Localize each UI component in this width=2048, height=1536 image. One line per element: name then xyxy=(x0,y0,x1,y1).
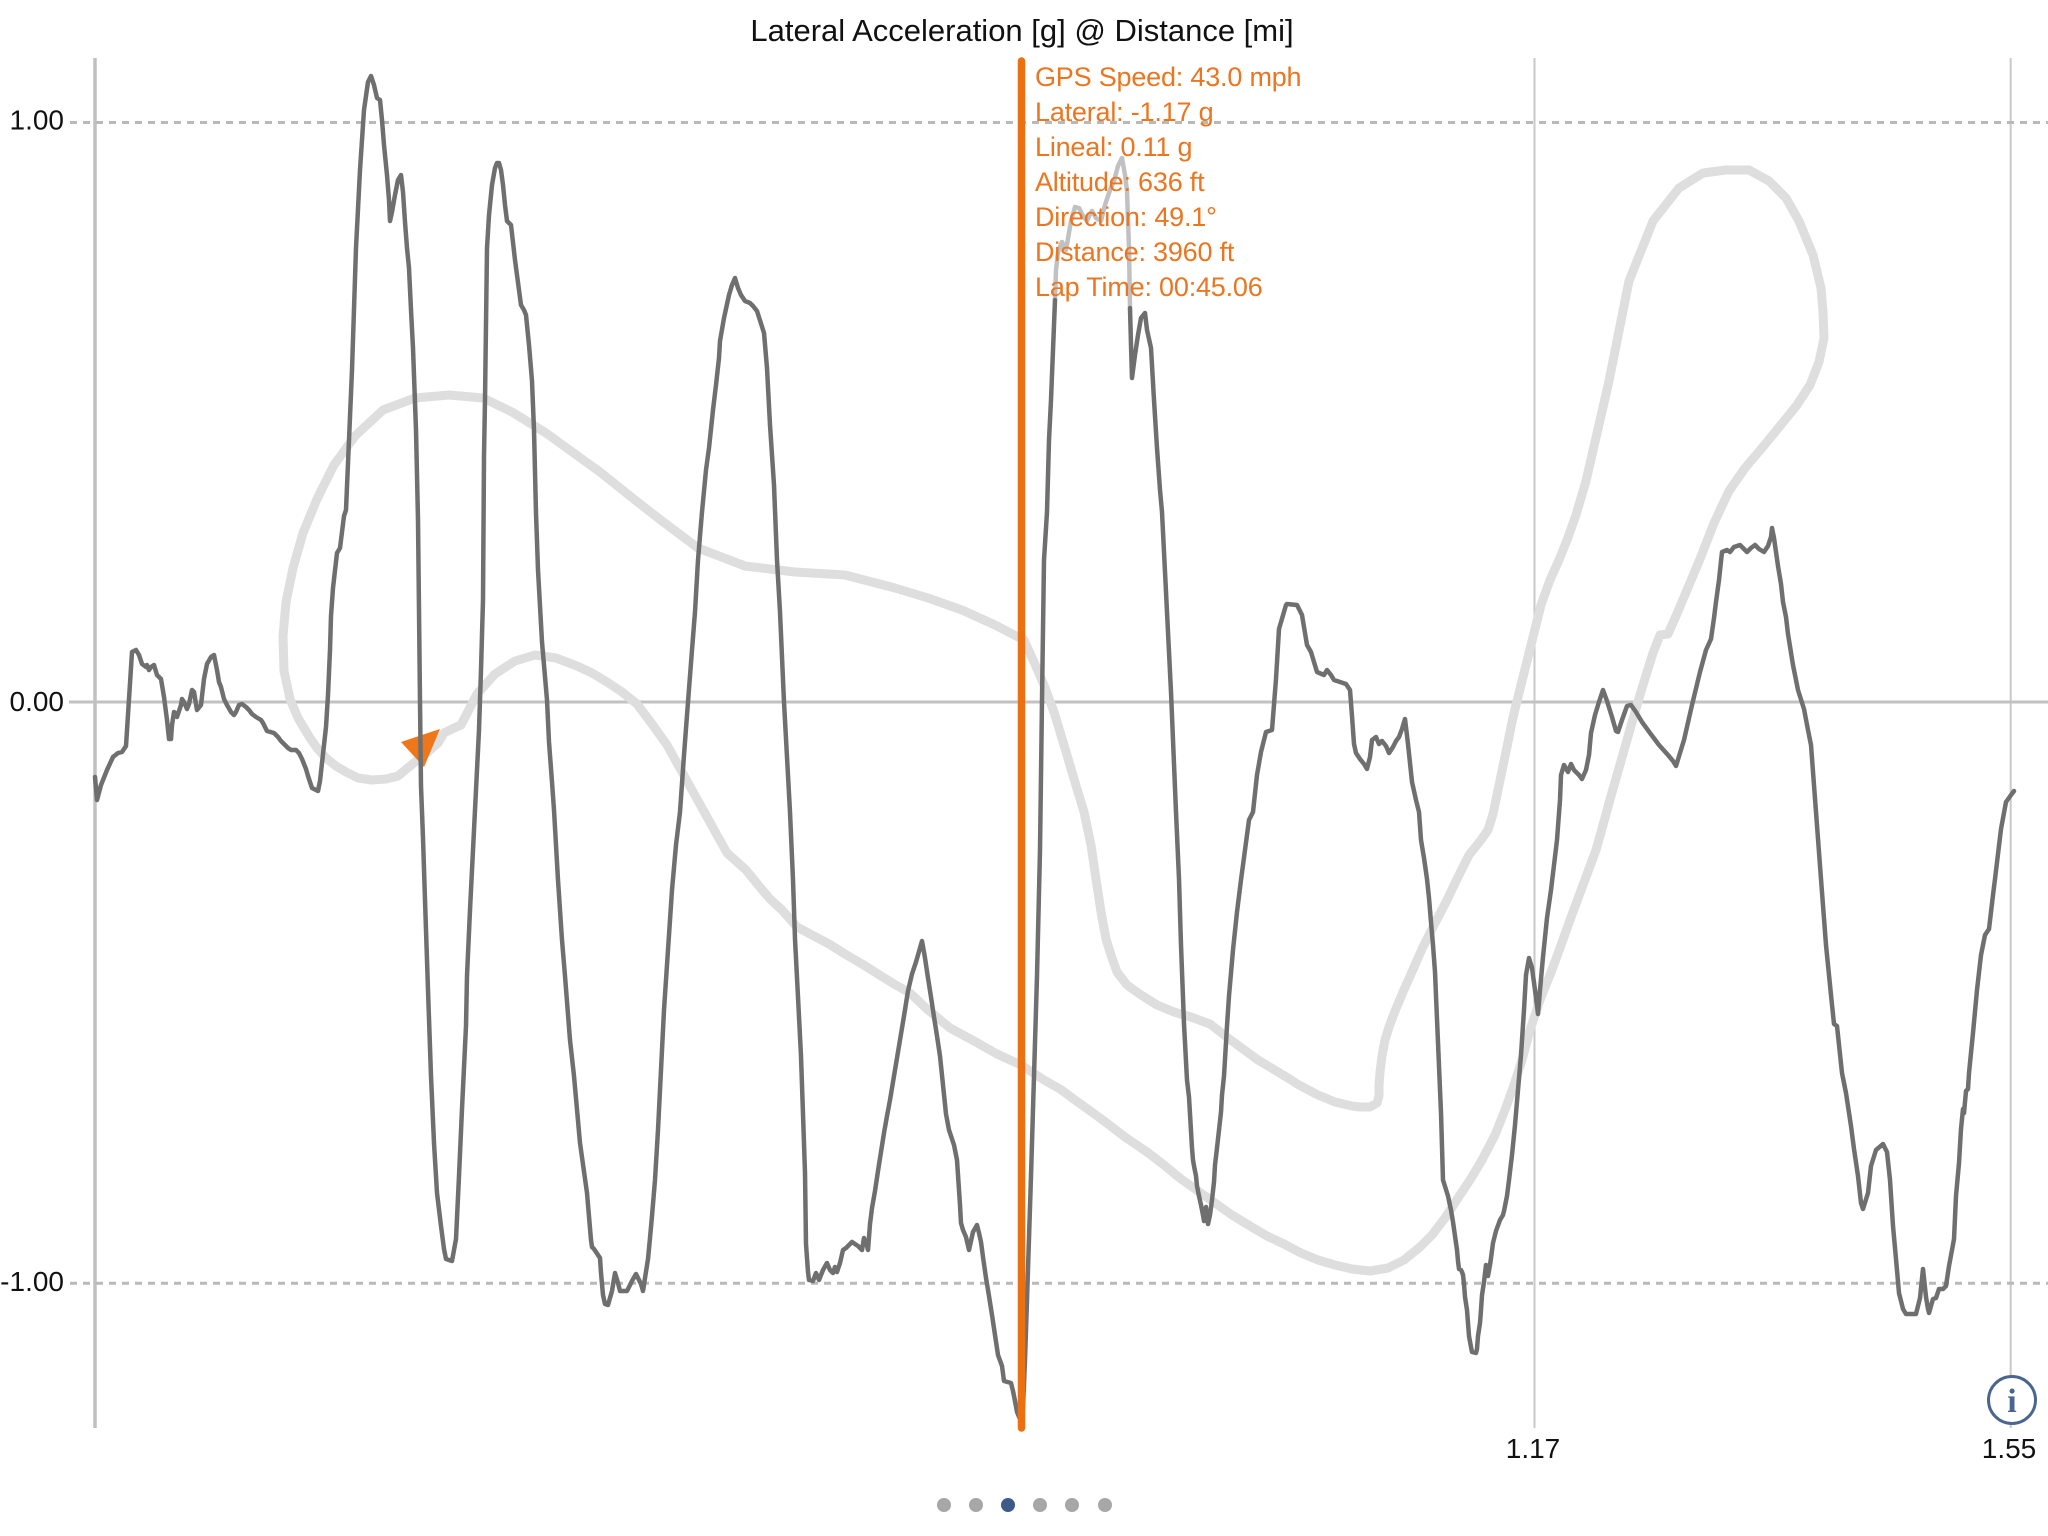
svg-text:Lateral Acceleration [g] @ Dis: Lateral Acceleration [g] @ Distance [mi] xyxy=(750,13,1293,48)
svg-text:0.00: 0.00 xyxy=(10,686,65,717)
svg-text:1.00: 1.00 xyxy=(10,105,65,136)
svg-text:1.55: 1.55 xyxy=(1982,1433,2037,1464)
svg-text:GPS Speed: 43.0 mph: GPS Speed: 43.0 mph xyxy=(1035,62,1301,92)
svg-text:Lateral: -1.17 g: Lateral: -1.17 g xyxy=(1035,97,1213,127)
svg-text:i: i xyxy=(2007,1383,2016,1420)
svg-text:Lineal: 0.11 g: Lineal: 0.11 g xyxy=(1035,132,1192,162)
svg-text:1.17: 1.17 xyxy=(1506,1433,1561,1464)
svg-text:Direction: 49.1°: Direction: 49.1° xyxy=(1035,202,1217,232)
svg-text:Altitude: 636 ft: Altitude: 636 ft xyxy=(1035,167,1205,197)
svg-text:Distance: 3960 ft: Distance: 3960 ft xyxy=(1035,237,1235,267)
svg-text:Lap Time: 00:45.06: Lap Time: 00:45.06 xyxy=(1035,272,1263,302)
svg-text:-1.00: -1.00 xyxy=(0,1266,64,1297)
